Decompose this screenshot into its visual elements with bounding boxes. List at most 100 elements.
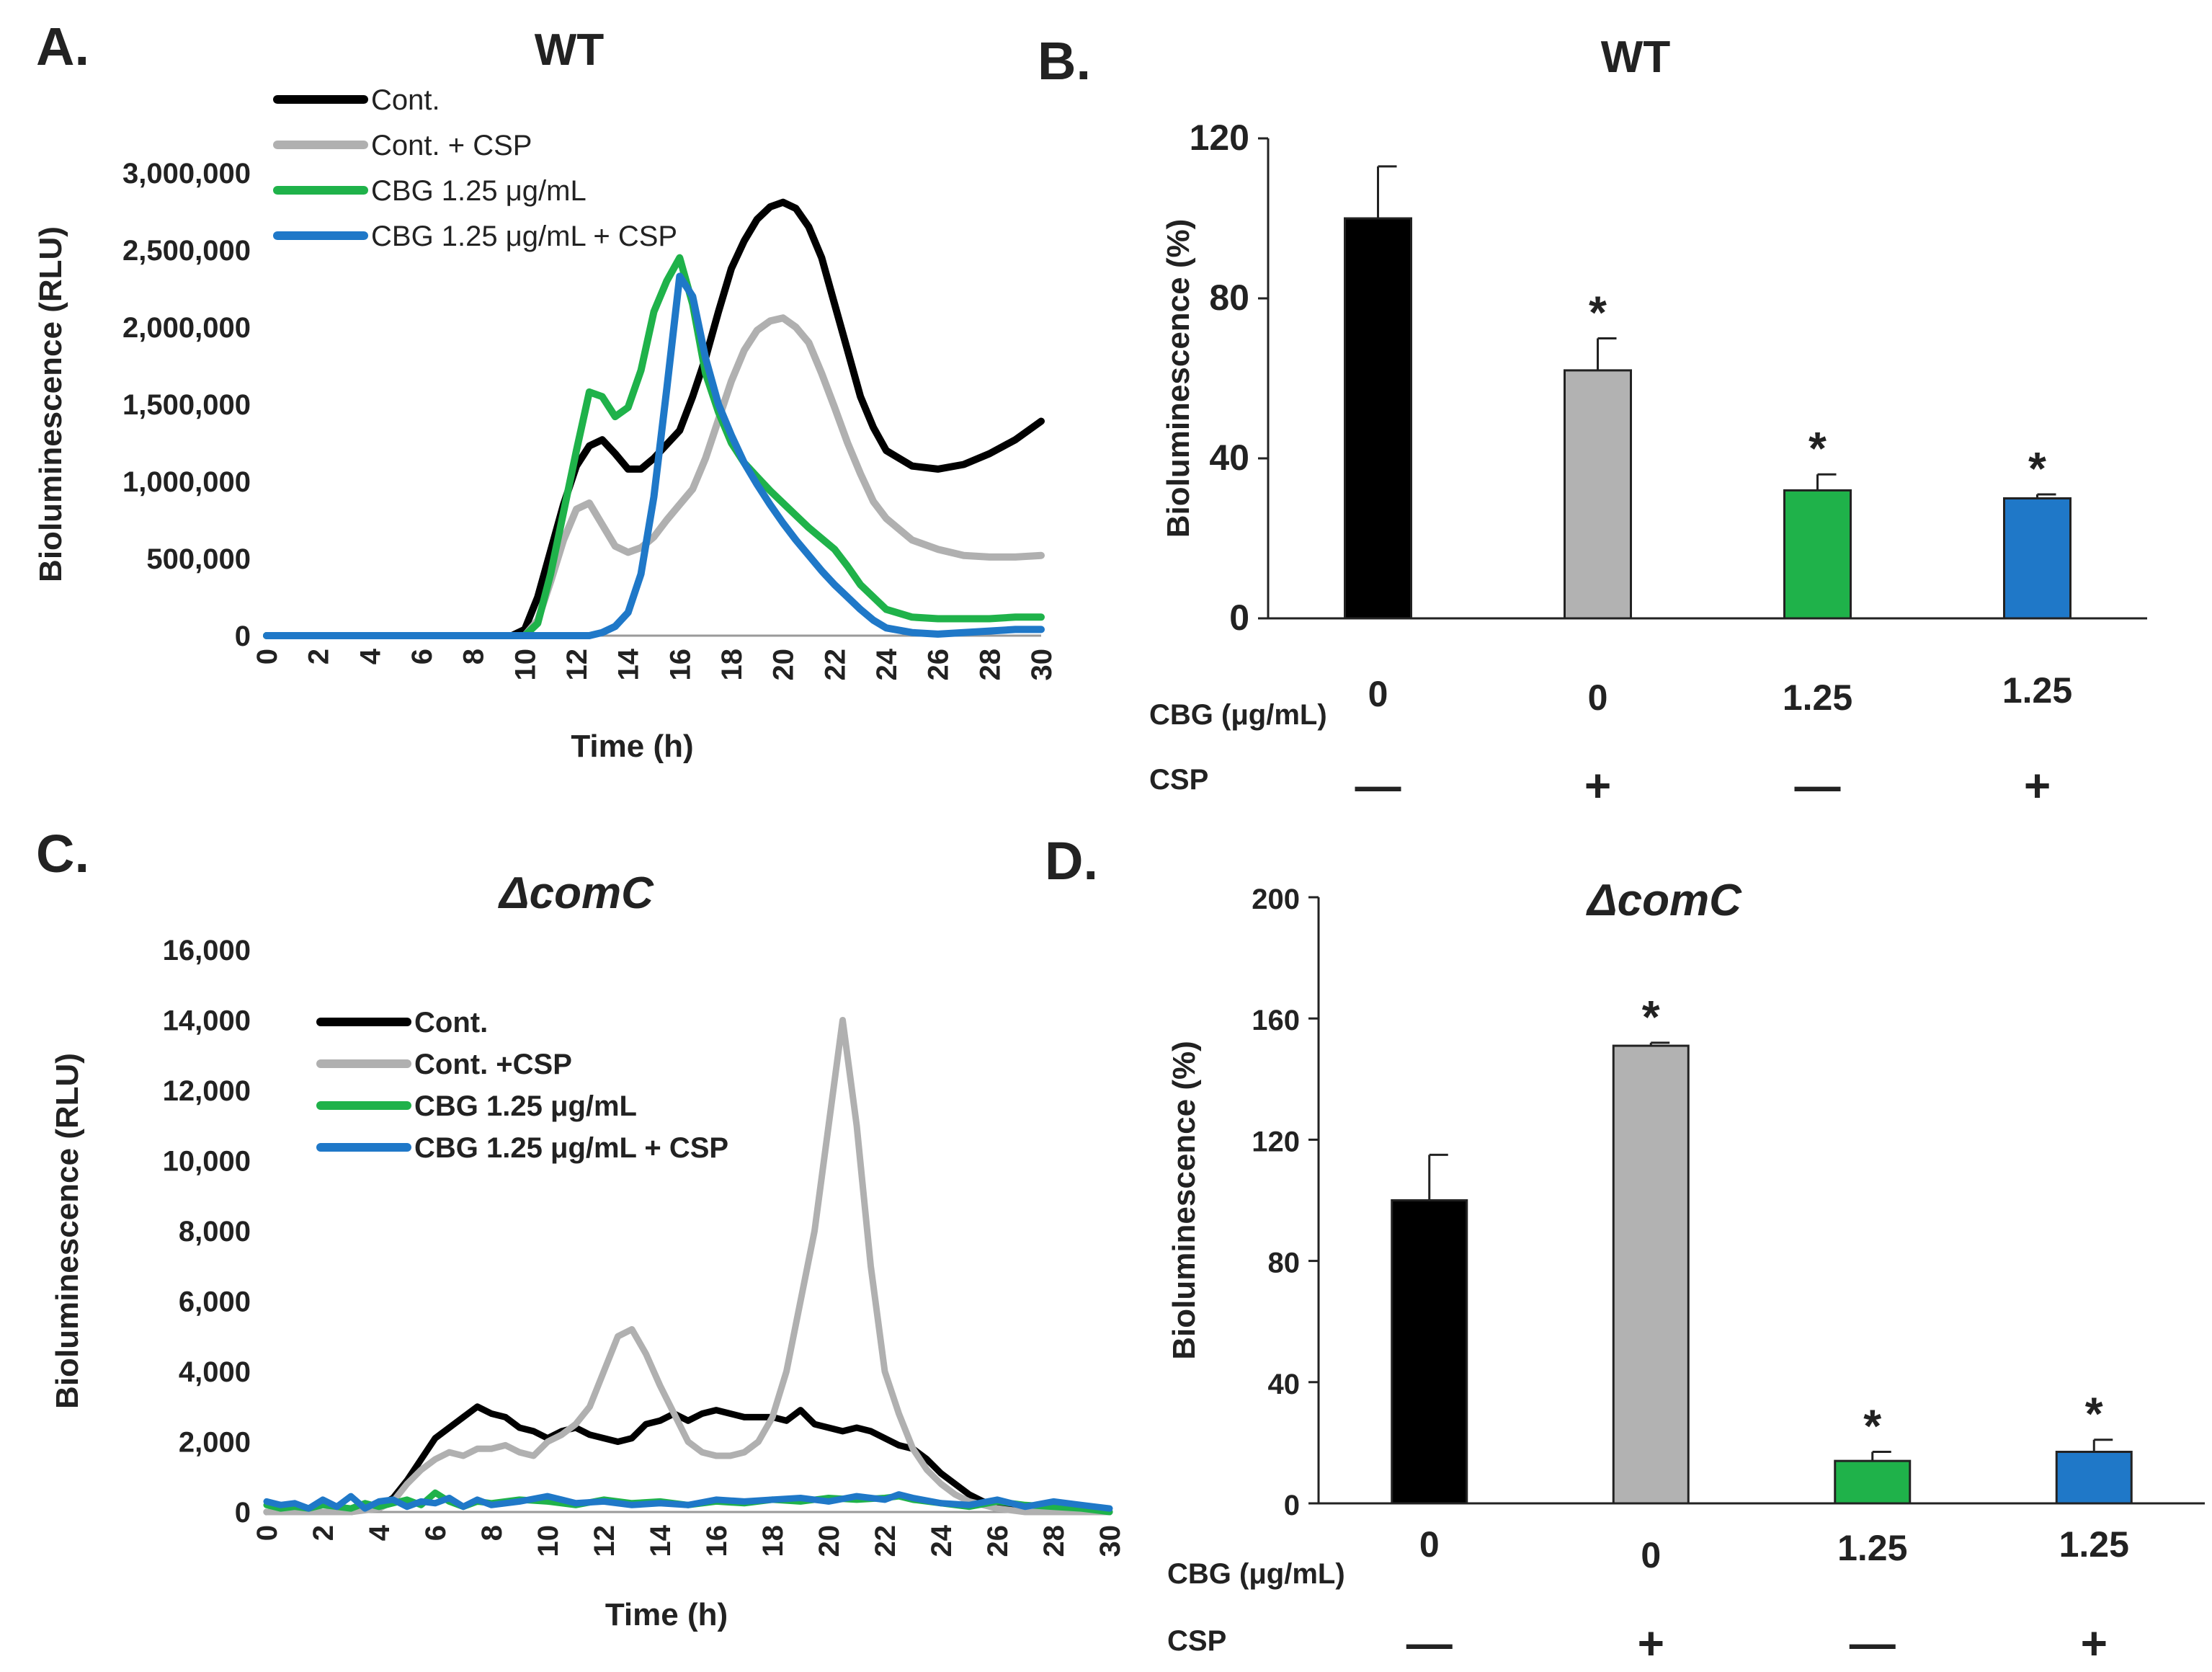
series-line-2 xyxy=(263,314,1045,639)
significance-star-2: * xyxy=(1589,287,1607,339)
y-tick-label: 2,000,000 xyxy=(122,312,251,344)
x-tick-label: 16 xyxy=(664,649,696,681)
x-tick-label: 12 xyxy=(561,649,593,681)
x-tick-label: 24 xyxy=(926,1524,958,1557)
x-tick-label: 16 xyxy=(701,1525,733,1557)
y-tick-label: 40 xyxy=(1209,437,1249,478)
y-tick-label: 0 xyxy=(235,1497,251,1529)
bar-3 xyxy=(1834,1459,1912,1505)
y-tick-label: 0 xyxy=(1229,597,1249,638)
condition-csp-value-4: + xyxy=(2081,1617,2108,1669)
series-line-1 xyxy=(263,198,1045,639)
condition-cbg-value-2: 0 xyxy=(1588,677,1608,718)
y-tick-label: 120 xyxy=(1190,117,1249,158)
series-line-4 xyxy=(263,1491,1113,1512)
y-tick-label: 4,000 xyxy=(179,1356,251,1388)
x-tick-label: 26 xyxy=(982,1525,1014,1557)
condition-csp-value-2: + xyxy=(1584,760,1611,811)
bar-4 xyxy=(2055,1451,2133,1505)
x-tick-label: 10 xyxy=(509,649,541,681)
bar-2 xyxy=(1612,1044,1690,1505)
bar-2 xyxy=(1564,369,1632,620)
panel-a-line-chart: 0 500,000 1,000,000 1,500,000 2,000,000 2,500… xyxy=(33,84,1058,764)
panel-title-b: WT xyxy=(1601,32,1671,82)
condition-cbg-value-3: 1.25 xyxy=(1837,1528,1907,1568)
panel-letter-d: D. xyxy=(1045,831,1098,891)
x-tick-label: 0 xyxy=(251,1525,283,1541)
panel-c-line-chart: 0 2,000 4,000 6,000 8,000 10,000 12,000 14,000 1… xyxy=(50,935,1126,1632)
legend-label-3: CBG 1.25 μg/mL xyxy=(371,175,587,207)
x-tick-label: 6 xyxy=(406,649,438,664)
y-tick-label: 2,500,000 xyxy=(122,235,251,267)
panel-b-bar-chart: 0 40 80 120 Bioluminescence (%) 0 — * 0 + * 1.25 — * 1… xyxy=(1149,117,2147,811)
condition-row-label-cbg: CBG (μg/mL) xyxy=(1167,1558,1345,1590)
y-tick-label: 80 xyxy=(1209,277,1249,318)
y-tick-label: 0 xyxy=(1284,1490,1300,1521)
y-axis-label: Bioluminescence (RLU) xyxy=(33,226,68,582)
panel-title-a: WT xyxy=(535,25,605,75)
y-axis-label: Bioluminescence (RLU) xyxy=(50,1053,85,1409)
x-tick-label: 24 xyxy=(871,648,903,680)
condition-cbg-value-4: 1.25 xyxy=(2002,670,2072,711)
condition-cbg-value-1: 0 xyxy=(1419,1524,1440,1565)
y-tick-label: 10,000 xyxy=(163,1146,251,1178)
y-tick-label: 6,000 xyxy=(179,1286,251,1318)
x-tick-label: 22 xyxy=(819,649,851,681)
x-tick-label: 28 xyxy=(974,649,1006,681)
x-tick-label: 8 xyxy=(476,1525,508,1541)
series-line-3 xyxy=(263,254,1045,639)
bar-4 xyxy=(2003,497,2071,620)
condition-row-label-csp: CSP xyxy=(1149,764,1208,796)
series-line-2 xyxy=(263,1017,1113,1516)
panel-letter-c: C. xyxy=(36,824,89,884)
panel-title-c: ΔcomC xyxy=(498,868,654,918)
panel-title-d: ΔcomC xyxy=(1586,876,1742,925)
bar-1 xyxy=(1391,1199,1468,1505)
x-tick-label: 26 xyxy=(923,649,955,681)
legend-label-4: CBG 1.25 μg/mL + CSP xyxy=(371,221,677,252)
condition-csp-value-3: — xyxy=(1795,760,1841,811)
y-tick-label: 200 xyxy=(1252,884,1300,915)
x-tick-label: 12 xyxy=(589,1525,620,1557)
y-tick-label: 2,000 xyxy=(179,1427,251,1459)
y-tick-label: 3,000,000 xyxy=(122,158,251,190)
legend-label-4: CBG 1.25 μg/mL + CSP xyxy=(414,1132,728,1164)
condition-cbg-value-3: 1.25 xyxy=(1783,677,1852,718)
x-tick-label: 4 xyxy=(364,1524,396,1541)
y-tick-label: 14,000 xyxy=(163,1005,251,1037)
series-line-4 xyxy=(263,272,1045,639)
x-axis-label: Time (h) xyxy=(571,729,693,764)
x-tick-label: 2 xyxy=(308,1525,339,1541)
x-tick-label: 4 xyxy=(354,648,386,664)
x-tick-label: 18 xyxy=(716,649,748,681)
x-tick-label: 8 xyxy=(458,649,490,664)
panel-d-bar-chart: 0 40 80 120 160 200 Bioluminescence (%) 0 — * 0 + * 1… xyxy=(1167,884,2205,1669)
legend-label-3: CBG 1.25 μg/mL xyxy=(414,1090,637,1122)
y-tick-label: 40 xyxy=(1268,1369,1301,1400)
panel-letter-b: B. xyxy=(1038,31,1091,91)
x-tick-label: 14 xyxy=(645,1524,677,1557)
significance-star-4: * xyxy=(2028,443,2046,494)
x-tick-label: 30 xyxy=(1026,649,1058,681)
x-tick-label: 14 xyxy=(613,648,645,680)
legend-label-2: Cont. +CSP xyxy=(414,1049,572,1080)
y-tick-label: 12,000 xyxy=(163,1075,251,1107)
y-axis-label: Bioluminescence (%) xyxy=(1167,1041,1202,1360)
series-line-1 xyxy=(263,1403,1113,1516)
condition-cbg-value-1: 0 xyxy=(1368,674,1388,714)
x-tick-label: 18 xyxy=(757,1525,789,1557)
legend-label-1: Cont. xyxy=(414,1007,488,1039)
bar-1 xyxy=(1344,217,1412,620)
condition-cbg-value-4: 1.25 xyxy=(2059,1524,2129,1565)
condition-csp-value-1: — xyxy=(1355,760,1401,811)
x-tick-label: 6 xyxy=(420,1525,452,1541)
significance-star-3: * xyxy=(1809,422,1827,474)
y-tick-label: 500,000 xyxy=(146,543,251,575)
significance-star-3: * xyxy=(1863,1400,1881,1452)
condition-row-label-csp: CSP xyxy=(1167,1625,1226,1657)
x-tick-label: 28 xyxy=(1038,1525,1070,1557)
condition-csp-value-2: + xyxy=(1638,1617,1664,1669)
x-tick-label: 22 xyxy=(870,1525,901,1557)
condition-csp-value-4: + xyxy=(2024,760,2051,811)
